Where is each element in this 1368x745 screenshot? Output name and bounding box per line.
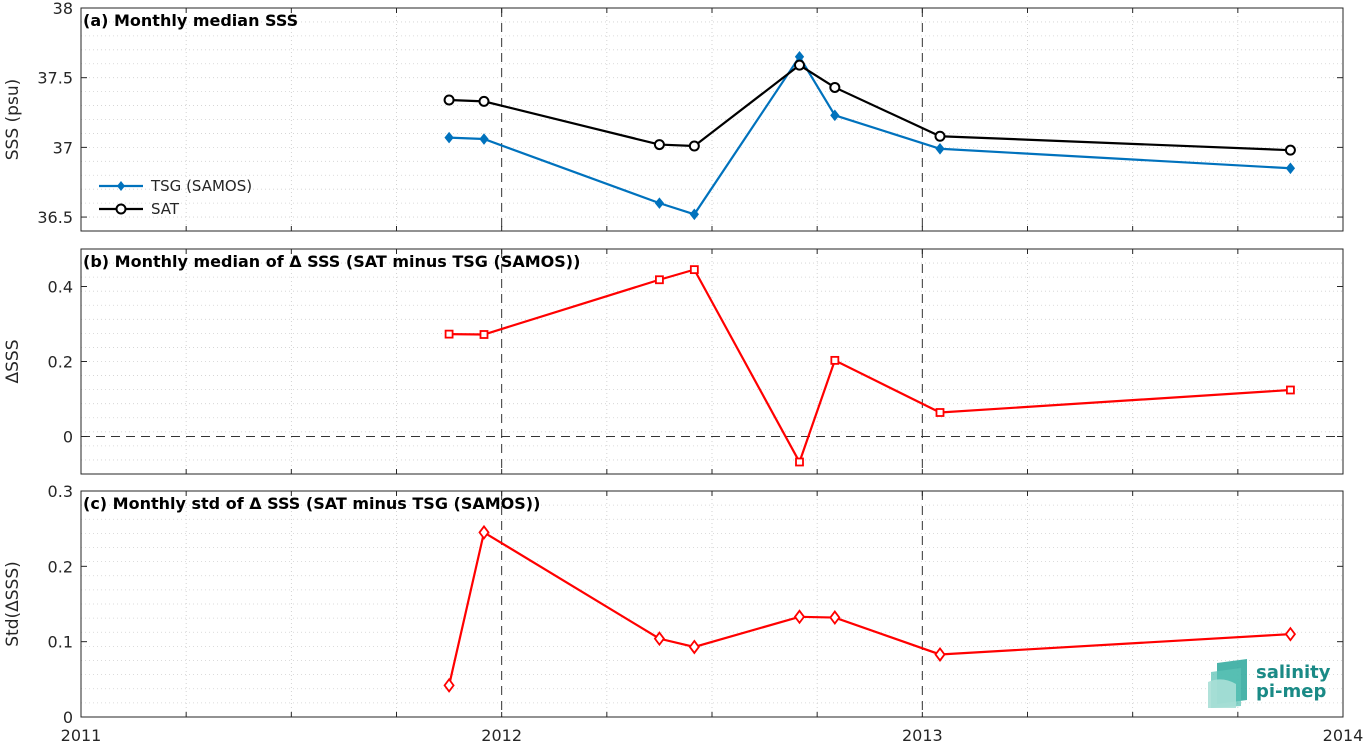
data-point	[830, 355, 840, 365]
data-point	[1284, 144, 1296, 156]
panel-title: (a) Monthly median SSS	[83, 11, 298, 30]
panel-a: 36.5 37 37.5 38 SSS (psu) (a) Monthly median …	[3, 0, 1344, 232]
data-point	[688, 140, 700, 152]
legend-label: SAT	[151, 200, 180, 218]
data-point	[1285, 162, 1296, 175]
data-point	[444, 329, 454, 339]
data-point	[655, 275, 664, 285]
logo-text-salinity: salinity	[1256, 662, 1331, 683]
data-point	[653, 139, 665, 151]
y-axis-label: Std(ΔSSS)	[3, 561, 23, 647]
legend-marker	[115, 203, 127, 215]
legend-marker	[117, 181, 125, 191]
data-point	[443, 94, 455, 106]
data-point	[1284, 626, 1297, 642]
panel-title: (c) Monthly std of Δ SSS (SAT minus TSG …	[83, 494, 540, 513]
y-tick-label: 38	[53, 0, 73, 18]
data-point	[935, 142, 945, 155]
y-axis-label: ΔSSS	[3, 339, 23, 383]
x-tick-label: 2013	[902, 726, 943, 745]
data-point	[443, 677, 455, 693]
y-tick-label: 36.5	[37, 208, 73, 227]
panel-c: 0 0.1 0.2 0.3 Std(ΔSSS) 2011 2012 2013 2014 (c) M…	[3, 482, 1363, 745]
data-point	[829, 610, 841, 626]
data-point	[479, 133, 489, 145]
salinity-pi-mep-logo: salinity pi-mep	[1208, 659, 1331, 708]
series-line	[448, 530, 1291, 686]
data-point	[795, 457, 804, 467]
y-tick-label: 0	[63, 428, 73, 447]
data-point	[934, 646, 946, 662]
data-point	[934, 130, 946, 142]
data-point	[935, 408, 945, 417]
data-point	[793, 609, 806, 625]
series-line	[449, 63, 1291, 152]
data-point	[1286, 385, 1295, 395]
y-tick-label: 37.5	[37, 69, 73, 88]
data-point	[479, 330, 489, 339]
data-point	[688, 639, 700, 655]
series-line	[449, 54, 1291, 216]
data-point	[654, 197, 665, 209]
data-point	[478, 524, 490, 540]
y-tick-label: 0.1	[48, 633, 73, 652]
data-point	[793, 59, 805, 71]
y-tick-label: 0.3	[48, 482, 73, 501]
y-tick-label: 37	[53, 138, 73, 157]
y-tick-label: 0.4	[48, 278, 73, 297]
y-tick-label: 0	[63, 708, 73, 727]
panel-title: (b) Monthly median of Δ SSS (SAT minus T…	[83, 252, 580, 271]
series-line	[449, 268, 1291, 465]
data-point	[829, 81, 841, 93]
y-axis-label: SSS (psu)	[3, 79, 23, 160]
x-tick-label: 2011	[61, 726, 102, 745]
y-tick-label: 0.2	[48, 557, 73, 576]
data-point	[689, 208, 699, 221]
data-point	[689, 265, 699, 275]
data-point	[444, 131, 454, 144]
panel-b: 0 0.2 0.4 ΔSSS (b) Monthly median of Δ SSS (…	[3, 248, 1344, 475]
legend: TSG (SAMOS) SAT	[99, 177, 252, 218]
y-tick-label: 0.2	[48, 353, 73, 372]
logo-text-pi-mep: pi-mep	[1256, 681, 1326, 702]
x-tick-label: 2012	[481, 726, 522, 745]
legend-label: TSG (SAMOS)	[150, 177, 252, 195]
data-point	[478, 95, 490, 107]
x-tick-label: 2014	[1323, 726, 1364, 745]
data-point	[830, 109, 840, 122]
data-point	[653, 631, 666, 647]
